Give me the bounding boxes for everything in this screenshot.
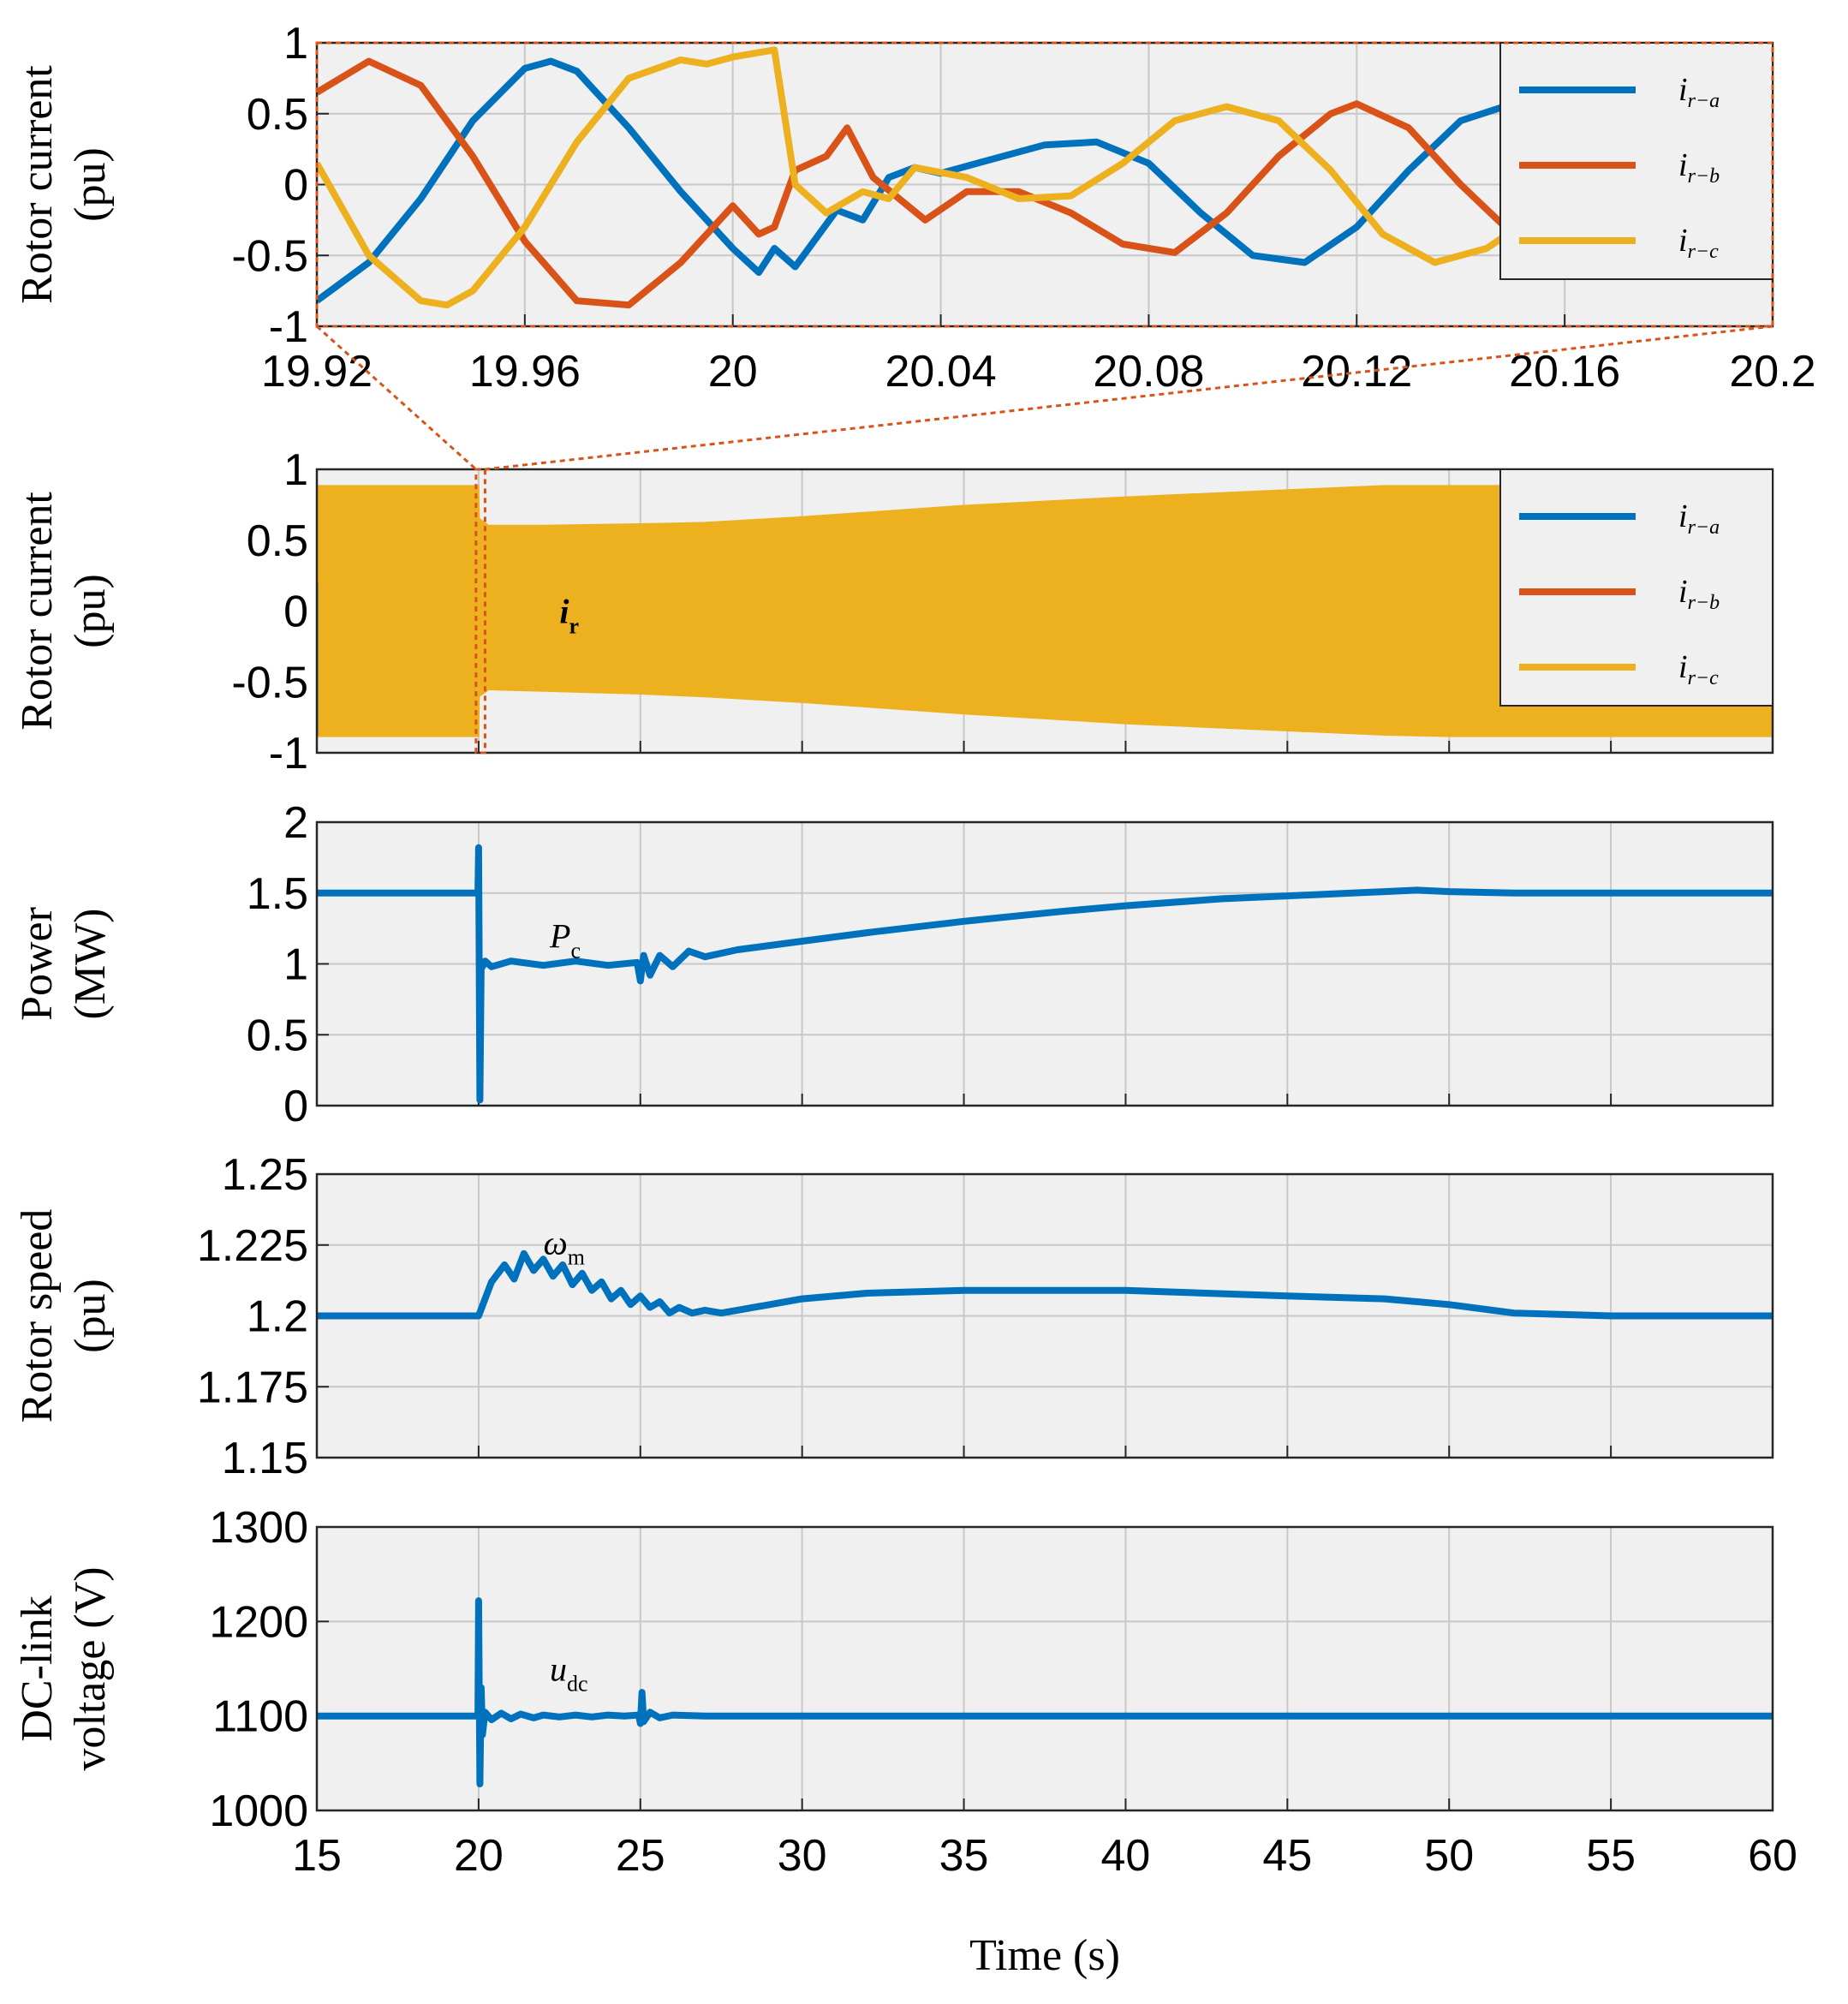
y-tick-label: 2 bbox=[283, 798, 308, 848]
series-group bbox=[317, 844, 1773, 1104]
y-axis-label: Rotor speed bbox=[13, 1209, 62, 1423]
y-tick-label: -0.5 bbox=[231, 658, 308, 707]
y-axis-label: (pu) bbox=[66, 574, 115, 648]
y-tick-label: 1.2 bbox=[247, 1292, 308, 1342]
x-tick-label: 35 bbox=[939, 1831, 989, 1881]
zoom-target-box bbox=[315, 41, 1774, 328]
y-tick-label: 1100 bbox=[212, 1692, 308, 1742]
x-tick-label: 19.96 bbox=[469, 347, 581, 397]
x-tick-label: 20.16 bbox=[1509, 347, 1620, 397]
y-tick-label: 1000 bbox=[209, 1786, 308, 1836]
y-tick-label: 0 bbox=[283, 587, 308, 637]
x-axis-label: Time (s) bbox=[969, 1931, 1120, 1980]
series-u-dc bbox=[317, 1597, 1773, 1788]
x-tick-label: 55 bbox=[1586, 1831, 1636, 1881]
y-tick-label: 1300 bbox=[209, 1503, 308, 1553]
legend: ir−air−bir−c bbox=[1499, 468, 1773, 707]
x-tick-label: 60 bbox=[1748, 1831, 1797, 1881]
y-tick-label: 0 bbox=[283, 161, 308, 211]
y-axis-label: Power bbox=[13, 907, 62, 1021]
y-axis-label: DC-link bbox=[13, 1595, 62, 1741]
y-tick-label: 1 bbox=[283, 19, 308, 69]
y-tick-label: 0 bbox=[283, 1082, 308, 1131]
y-tick-label: -1 bbox=[269, 302, 308, 352]
x-tick-label: 30 bbox=[778, 1831, 827, 1881]
x-tick-label: 20 bbox=[708, 347, 758, 397]
y-axis-label: Rotor current bbox=[13, 65, 62, 304]
x-tick-label: 50 bbox=[1424, 1831, 1474, 1881]
axes-frame bbox=[315, 1172, 1774, 1459]
x-tick-label: 20.08 bbox=[1093, 347, 1204, 397]
y-tick-label: 0.5 bbox=[247, 516, 308, 566]
series-group bbox=[317, 1250, 1773, 1320]
x-tick-label: 25 bbox=[616, 1831, 665, 1881]
axes-frame bbox=[315, 820, 1774, 1107]
y-tick-label: 1 bbox=[283, 940, 308, 990]
panel-zoom: 10.50-0.5-119.9219.962020.0420.0820.1220… bbox=[13, 19, 1816, 397]
y-tick-label: 1.175 bbox=[197, 1363, 308, 1412]
x-tick-label: 20.04 bbox=[885, 347, 997, 397]
y-tick-label: 1200 bbox=[209, 1597, 308, 1647]
y-axis-label: (pu) bbox=[66, 1279, 115, 1353]
y-tick-label: 1 bbox=[283, 445, 308, 495]
series-omega-m bbox=[317, 1250, 1773, 1320]
x-tick-label: 20.2 bbox=[1729, 347, 1815, 397]
y-axis-label: (MW) bbox=[66, 909, 115, 1020]
y-tick-label: 1.5 bbox=[247, 869, 308, 919]
series-p-c bbox=[317, 844, 1773, 1104]
series-group bbox=[317, 1597, 1773, 1788]
axes-frame bbox=[315, 1525, 1774, 1812]
y-tick-label: 1.225 bbox=[197, 1221, 308, 1271]
y-tick-label: 1.25 bbox=[222, 1150, 308, 1200]
y-axis-label: voltage (V) bbox=[66, 1566, 115, 1770]
y-axis-label: Rotor current bbox=[13, 492, 62, 731]
y-tick-label: 1.15 bbox=[222, 1434, 308, 1483]
series-group bbox=[317, 485, 1773, 737]
plot-area bbox=[317, 1527, 1773, 1810]
x-tick-label: 20 bbox=[454, 1831, 504, 1881]
x-tick-label: 15 bbox=[292, 1831, 342, 1881]
legend: ir−air−bir−c bbox=[1499, 42, 1773, 280]
legend-label: ir−b bbox=[1678, 574, 1720, 614]
y-tick-label: -1 bbox=[269, 729, 308, 778]
x-tick-label: 40 bbox=[1101, 1831, 1151, 1881]
y-axis-label: (pu) bbox=[66, 147, 115, 222]
y-tick-label: 0.5 bbox=[247, 1011, 308, 1060]
x-tick-label: 19.92 bbox=[261, 347, 373, 397]
y-tick-label: -0.5 bbox=[231, 231, 308, 281]
series-i-r-b bbox=[317, 57, 1773, 309]
series-i-r-envelope bbox=[317, 485, 1773, 737]
y-tick-label: 0.5 bbox=[247, 90, 308, 140]
zoom-connector-left bbox=[315, 325, 477, 471]
x-tick-label: 45 bbox=[1262, 1831, 1312, 1881]
zoom-window-box bbox=[474, 468, 486, 754]
